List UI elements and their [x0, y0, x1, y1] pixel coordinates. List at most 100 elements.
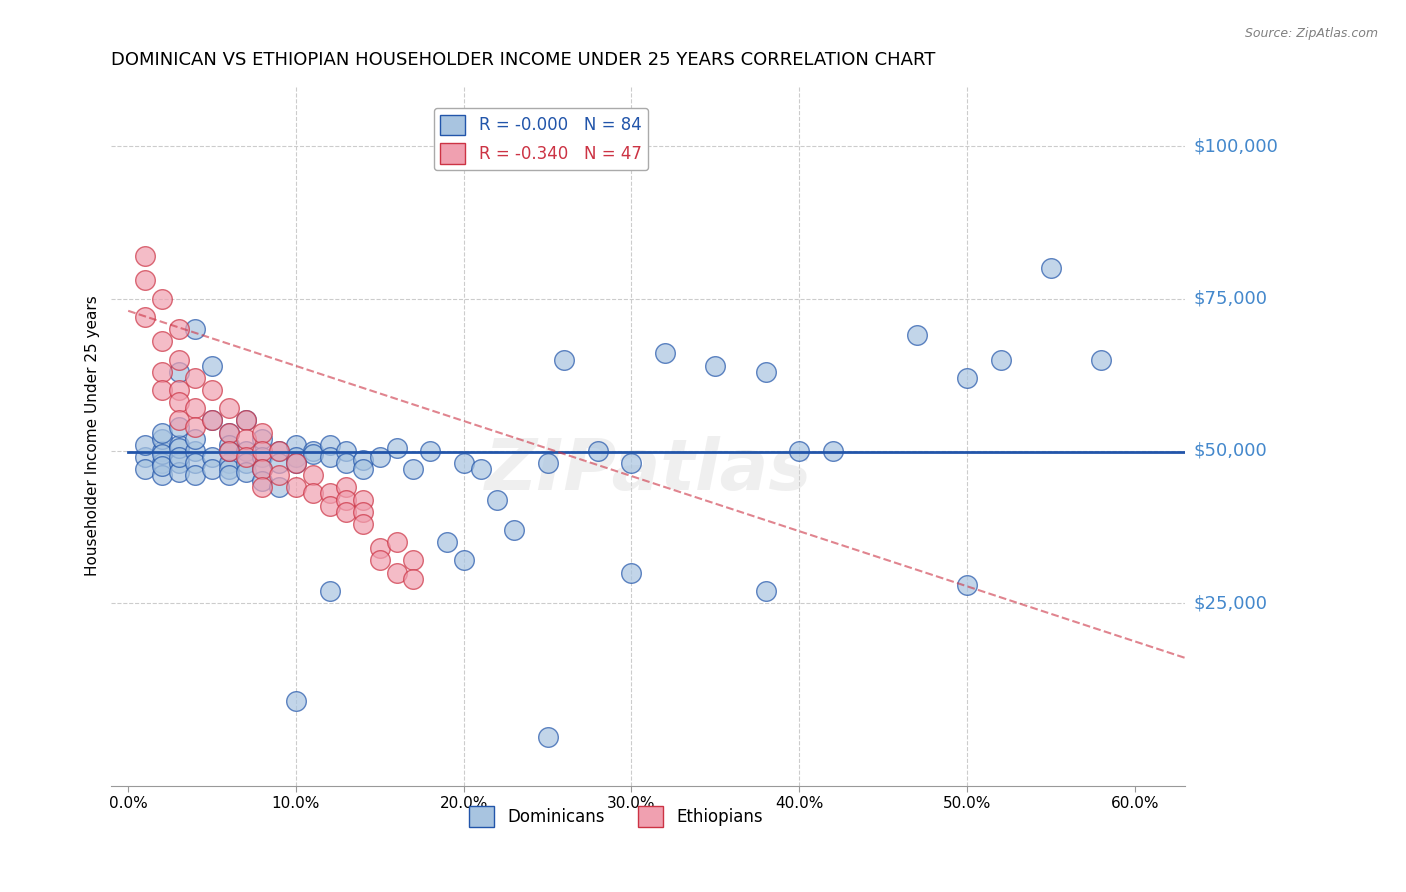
Dominicans: [201, 359, 224, 373]
Dominicans: [184, 322, 207, 336]
Dominicans: [150, 447, 173, 461]
Dominicans: [956, 371, 979, 385]
Ethiopians: [235, 450, 257, 464]
Dominicans: [956, 578, 979, 592]
Ethiopians: [269, 468, 291, 483]
Dominicans: [218, 456, 240, 470]
Dominicans: [503, 523, 526, 537]
Dominicans: [184, 443, 207, 458]
Ethiopians: [402, 553, 425, 567]
Ethiopians: [301, 486, 323, 500]
Dominicans: [167, 456, 190, 470]
Ethiopians: [218, 425, 240, 440]
Dominicans: [150, 468, 173, 483]
Ethiopians: [252, 480, 274, 494]
Ethiopians: [184, 401, 207, 416]
Dominicans: [150, 459, 173, 474]
Text: $25,000: $25,000: [1194, 594, 1268, 612]
Ethiopians: [201, 383, 224, 397]
Y-axis label: Householder Income Under 25 years: Householder Income Under 25 years: [86, 295, 100, 576]
Dominicans: [1090, 352, 1112, 367]
Dominicans: [167, 419, 190, 434]
Ethiopians: [201, 413, 224, 427]
Ethiopians: [184, 371, 207, 385]
Ethiopians: [184, 419, 207, 434]
Text: $50,000: $50,000: [1194, 442, 1267, 460]
Ethiopians: [368, 541, 391, 556]
Dominicans: [385, 441, 408, 455]
Text: $75,000: $75,000: [1194, 290, 1268, 308]
Legend: Dominicans, Ethiopians: Dominicans, Ethiopians: [463, 800, 770, 833]
Dominicans: [284, 438, 307, 452]
Dominicans: [184, 468, 207, 483]
Ethiopians: [252, 425, 274, 440]
Dominicans: [235, 443, 257, 458]
Ethiopians: [167, 383, 190, 397]
Dominicans: [419, 443, 441, 458]
Dominicans: [301, 447, 323, 461]
Ethiopians: [252, 462, 274, 476]
Dominicans: [252, 462, 274, 476]
Dominicans: [821, 443, 844, 458]
Dominicans: [755, 583, 778, 598]
Dominicans: [284, 456, 307, 470]
Dominicans: [284, 693, 307, 707]
Dominicans: [134, 450, 156, 464]
Dominicans: [269, 443, 291, 458]
Ethiopians: [167, 413, 190, 427]
Dominicans: [654, 346, 676, 360]
Dominicans: [235, 465, 257, 479]
Ethiopians: [134, 249, 156, 263]
Ethiopians: [301, 468, 323, 483]
Ethiopians: [235, 432, 257, 446]
Dominicans: [218, 468, 240, 483]
Dominicans: [167, 465, 190, 479]
Dominicans: [990, 352, 1012, 367]
Dominicans: [167, 438, 190, 452]
Dominicans: [704, 359, 727, 373]
Text: ZIPatlas: ZIPatlas: [485, 436, 811, 505]
Dominicans: [620, 456, 643, 470]
Dominicans: [470, 462, 492, 476]
Dominicans: [134, 438, 156, 452]
Dominicans: [755, 365, 778, 379]
Ethiopians: [134, 310, 156, 324]
Ethiopians: [352, 505, 374, 519]
Dominicans: [252, 432, 274, 446]
Dominicans: [352, 462, 374, 476]
Ethiopians: [150, 383, 173, 397]
Ethiopians: [218, 443, 240, 458]
Dominicans: [787, 443, 810, 458]
Dominicans: [352, 453, 374, 467]
Dominicans: [368, 450, 391, 464]
Dominicans: [536, 730, 558, 744]
Dominicans: [201, 450, 224, 464]
Dominicans: [252, 475, 274, 489]
Dominicans: [318, 583, 340, 598]
Text: $100,000: $100,000: [1194, 137, 1278, 155]
Dominicans: [453, 456, 475, 470]
Ethiopians: [335, 505, 357, 519]
Dominicans: [252, 450, 274, 464]
Dominicans: [284, 450, 307, 464]
Dominicans: [201, 462, 224, 476]
Ethiopians: [335, 480, 357, 494]
Dominicans: [620, 566, 643, 580]
Ethiopians: [167, 352, 190, 367]
Ethiopians: [235, 413, 257, 427]
Ethiopians: [284, 480, 307, 494]
Dominicans: [167, 450, 190, 464]
Dominicans: [905, 328, 928, 343]
Ethiopians: [150, 334, 173, 349]
Dominicans: [235, 456, 257, 470]
Ethiopians: [352, 492, 374, 507]
Dominicans: [536, 456, 558, 470]
Text: DOMINICAN VS ETHIOPIAN HOUSEHOLDER INCOME UNDER 25 YEARS CORRELATION CHART: DOMINICAN VS ETHIOPIAN HOUSEHOLDER INCOM…: [111, 51, 936, 69]
Dominicans: [335, 443, 357, 458]
Dominicans: [201, 413, 224, 427]
Ethiopians: [402, 572, 425, 586]
Ethiopians: [335, 492, 357, 507]
Ethiopians: [284, 456, 307, 470]
Ethiopians: [252, 443, 274, 458]
Ethiopians: [318, 499, 340, 513]
